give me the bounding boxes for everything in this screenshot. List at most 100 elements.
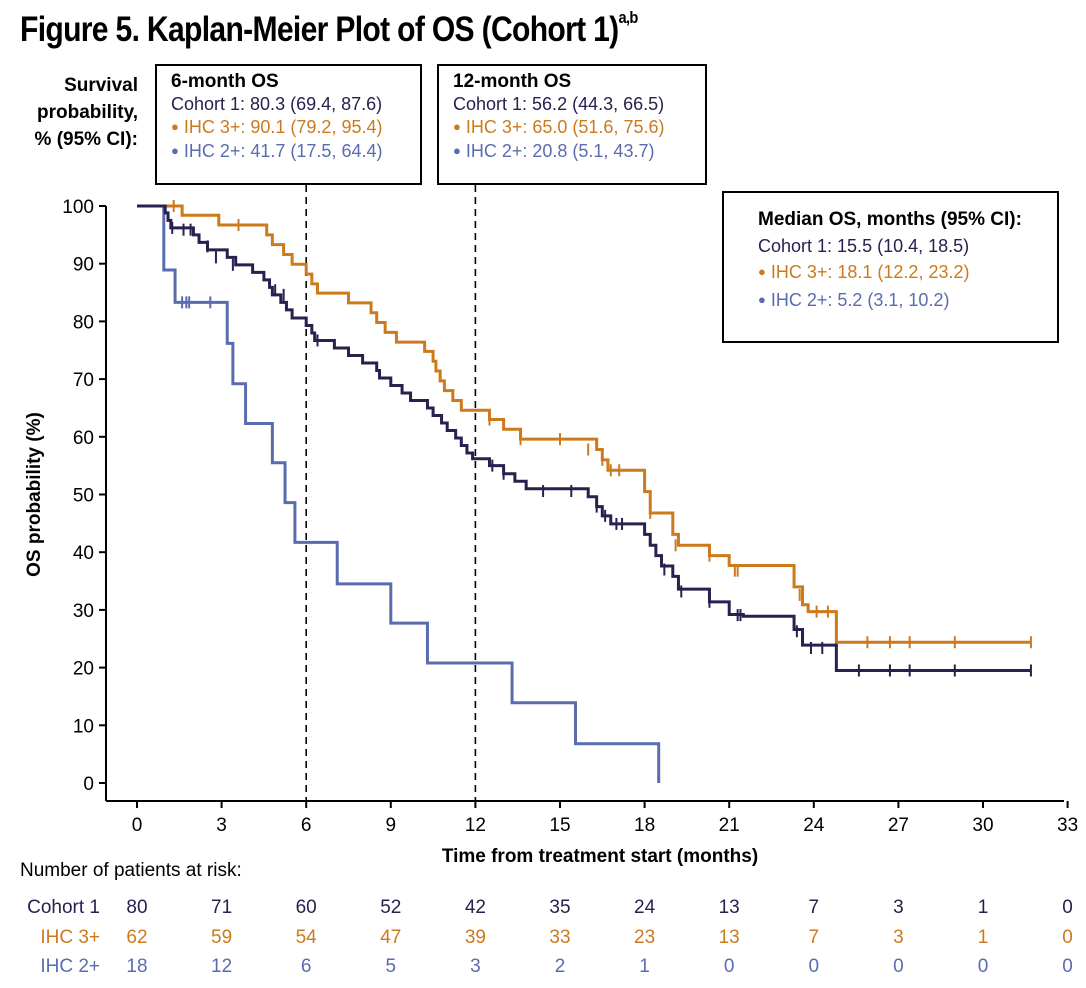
risk-row-label: Cohort 1 bbox=[27, 897, 100, 918]
risk-count: 24 bbox=[634, 897, 656, 918]
ihc2-dot-icon: ● bbox=[453, 143, 461, 158]
ihc3-dot-icon: ● bbox=[171, 119, 179, 134]
risk-count: 0 bbox=[893, 956, 904, 977]
risk-count: 35 bbox=[549, 897, 571, 918]
median-cohort1: Cohort 1: 15.5 (10.4, 18.5) bbox=[758, 236, 970, 256]
median-os-box: Median OS, months (95% CI): Cohort 1: 15… bbox=[722, 191, 1059, 343]
risk-count: 2 bbox=[554, 956, 566, 977]
y-tick-label: 100 bbox=[62, 197, 94, 218]
risk-count: 60 bbox=[295, 897, 317, 918]
risk-row-label: IHC 3+ bbox=[40, 927, 100, 948]
risk-row-cohort1: Cohort 1 80 71 60 52 42 35 24 13 7 3 1 0 bbox=[0, 897, 1086, 923]
y-tick-label: 0 bbox=[83, 774, 94, 795]
risk-count: 62 bbox=[126, 927, 148, 948]
risk-count: 1 bbox=[639, 956, 650, 977]
risk-count: 33 bbox=[549, 927, 571, 948]
twelve-month-os-box: 12-month OS Cohort 1: 56.2 (44.3, 66.5) … bbox=[437, 64, 707, 185]
y-tick-label: 20 bbox=[73, 659, 94, 680]
twelve-month-ihc3: IHC 3+: 65.0 (51.6, 75.6) bbox=[465, 117, 665, 137]
y-tick-label: 40 bbox=[73, 543, 94, 564]
x-tick-label: 12 bbox=[465, 815, 486, 836]
risk-count: 7 bbox=[808, 897, 820, 918]
y-tick-label: 10 bbox=[73, 716, 94, 737]
six-month-heading: 6-month OS bbox=[171, 71, 279, 92]
risk-count: 47 bbox=[380, 927, 402, 948]
risk-count: 0 bbox=[808, 956, 820, 977]
risk-count: 80 bbox=[126, 897, 148, 918]
survival-probability-label: Survival probability, % (95% CI): bbox=[20, 72, 138, 153]
risk-count: 7 bbox=[808, 927, 820, 948]
twelve-month-ihc2: IHC 2+: 20.8 (5.1, 43.7) bbox=[465, 141, 655, 161]
y-tick-label: 60 bbox=[73, 428, 94, 449]
risk-count: 18 bbox=[126, 956, 148, 977]
risk-count: 13 bbox=[718, 927, 740, 948]
median-ihc2: IHC 2+: 5.2 (3.1, 10.2) bbox=[770, 290, 950, 310]
risk-count: 23 bbox=[634, 927, 656, 948]
risk-count: 3 bbox=[893, 897, 904, 918]
ihc3-dot-icon: ● bbox=[453, 119, 461, 134]
risk-count: 13 bbox=[718, 897, 740, 918]
y-axis-label: OS probability (%) bbox=[24, 412, 45, 577]
risk-table-title: Number of patients at risk: bbox=[20, 860, 242, 881]
x-tick-label: 3 bbox=[216, 815, 227, 836]
risk-count: 71 bbox=[211, 897, 233, 918]
x-tick-label: 18 bbox=[634, 815, 655, 836]
ihc2-dot-icon: ● bbox=[758, 292, 766, 307]
ihc2-dot-icon: ● bbox=[171, 143, 179, 158]
risk-count: 0 bbox=[1062, 897, 1073, 918]
km-curve-ihc3 bbox=[137, 204, 1031, 644]
risk-count: 0 bbox=[1062, 956, 1073, 977]
risk-count: 0 bbox=[977, 956, 989, 977]
risk-count: 3 bbox=[893, 927, 904, 948]
six-month-cohort1: Cohort 1: 80.3 (69.4, 87.6) bbox=[171, 94, 383, 114]
survival-label-line-2: probability, bbox=[37, 102, 138, 123]
risk-count: 42 bbox=[464, 897, 486, 918]
y-tick-label: 30 bbox=[73, 601, 94, 622]
x-tick-label: 15 bbox=[549, 815, 570, 836]
risk-row-ihc3: IHC 3+ 62 59 54 47 39 33 23 13 7 3 1 0 bbox=[0, 927, 1086, 953]
y-tick-label: 70 bbox=[73, 370, 94, 391]
six-month-ihc2: IHC 2+: 41.7 (17.5, 64.4) bbox=[183, 141, 383, 161]
x-tick-label: 24 bbox=[803, 815, 825, 836]
median-heading: Median OS, months (95% CI): bbox=[758, 209, 1022, 230]
x-axis-label: Time from treatment start (months) bbox=[442, 846, 758, 867]
risk-count: 6 bbox=[300, 956, 312, 977]
median-ihc3: IHC 3+: 18.1 (12.2, 23.2) bbox=[770, 262, 970, 282]
risk-count: 1 bbox=[977, 897, 989, 918]
x-tick-label: 9 bbox=[386, 815, 397, 836]
risk-count: 0 bbox=[723, 956, 735, 977]
figure-title: Figure 5. Kaplan-Meier Plot of OS (Cohor… bbox=[20, 8, 639, 50]
risk-row-label: IHC 2+ bbox=[40, 956, 100, 977]
x-tick-label: 6 bbox=[301, 815, 312, 836]
ihc3-dot-icon: ● bbox=[758, 264, 766, 279]
km-plot: 0 10 20 30 40 50 60 70 80 90 100 0 3 6 9 12 15 18 21 24 27 30… bbox=[24, 185, 1078, 867]
survival-label-line-3: % (95% CI): bbox=[34, 129, 138, 150]
risk-count: 52 bbox=[380, 897, 402, 918]
twelve-month-heading: 12-month OS bbox=[453, 71, 572, 92]
risk-count: 59 bbox=[211, 927, 233, 948]
risk-count: 39 bbox=[464, 927, 486, 948]
six-month-ihc3: IHC 3+: 90.1 (79.2, 95.4) bbox=[183, 117, 383, 137]
x-tick-label: 21 bbox=[719, 815, 740, 836]
figure-title-superscript: a,b bbox=[618, 8, 639, 27]
six-month-os-box: 6-month OS Cohort 1: 80.3 (69.4, 87.6) ●… bbox=[155, 64, 422, 185]
risk-count: 0 bbox=[1062, 927, 1073, 948]
x-tick-label: 33 bbox=[1057, 815, 1078, 836]
y-tick-label: 90 bbox=[73, 255, 94, 276]
x-tick-label: 27 bbox=[888, 815, 909, 836]
risk-row-ihc2: IHC 2+ 18 12 6 5 3 2 1 0 0 0 0 0 bbox=[0, 956, 1086, 982]
y-tick-label: 80 bbox=[73, 312, 94, 333]
risk-count: 12 bbox=[211, 956, 233, 977]
x-tick-label: 0 bbox=[132, 815, 143, 836]
risk-count: 1 bbox=[977, 927, 989, 948]
risk-count: 54 bbox=[295, 927, 317, 948]
risk-count: 3 bbox=[470, 956, 481, 977]
x-tick-label: 30 bbox=[972, 815, 993, 836]
figure-title-text: Figure 5. Kaplan-Meier Plot of OS (Cohor… bbox=[20, 10, 619, 49]
y-tick-label: 50 bbox=[73, 486, 94, 507]
twelve-month-cohort1: Cohort 1: 56.2 (44.3, 66.5) bbox=[453, 94, 665, 114]
km-curve-ihc2 bbox=[137, 204, 661, 783]
risk-count: 5 bbox=[385, 956, 397, 977]
km-curve-cohort1 bbox=[137, 204, 1031, 672]
survival-label-line-1: Survival bbox=[64, 75, 138, 96]
